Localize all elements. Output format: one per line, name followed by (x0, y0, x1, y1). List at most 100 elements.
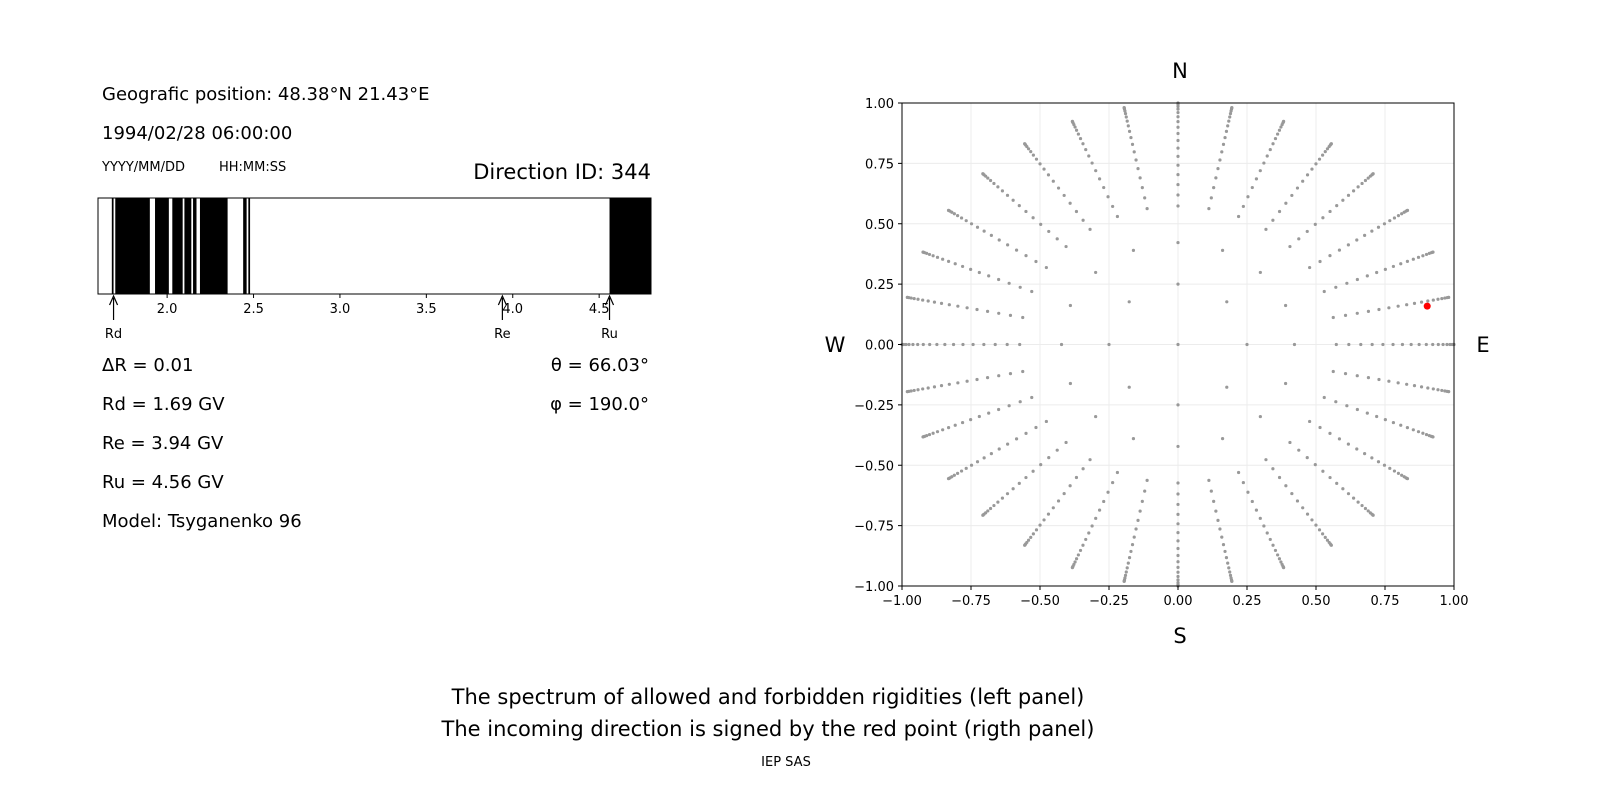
direction-point (1426, 386, 1430, 390)
direction-point (1127, 556, 1132, 560)
direction-point (1421, 254, 1425, 258)
direction-point (1126, 561, 1130, 565)
direction-point (1328, 209, 1332, 214)
direction-point (1400, 342, 1405, 347)
direction-point (1228, 112, 1233, 116)
direction-point (1355, 277, 1359, 282)
direction-point (1138, 509, 1142, 513)
direction-point (1107, 342, 1111, 347)
y-tick-label: −0.50 (854, 459, 894, 474)
direction-point (1382, 463, 1387, 467)
direction-point (921, 342, 925, 347)
direction-point (1176, 502, 1180, 507)
direction-scatter-chart: −1.00 −0.75 −0.50 −0.25 0.00 0.25 0.50 0.75 1.00… (825, 59, 1490, 648)
y-tick-label: −0.75 (854, 520, 894, 535)
x-tick-label: −1.00 (882, 594, 922, 609)
direction-point (1220, 248, 1225, 252)
direction-point (1412, 384, 1417, 388)
y-tick-label: 0.50 (865, 218, 894, 233)
direction-point (1111, 480, 1115, 485)
direction-point (1111, 204, 1115, 209)
direction-point (1051, 179, 1055, 183)
direction-point (1305, 455, 1309, 460)
direction-point (1258, 270, 1262, 275)
direction-point (1176, 120, 1180, 124)
direction-point (997, 447, 1001, 451)
compass-east: E (1476, 333, 1489, 357)
direction-point (1176, 444, 1180, 449)
direction-point (1176, 512, 1180, 516)
direction-point (1376, 225, 1381, 229)
direction-point (1140, 186, 1144, 190)
direction-point (1417, 342, 1421, 347)
direction-point (1284, 201, 1288, 205)
direction-point (956, 381, 960, 385)
direction-point (1297, 448, 1301, 452)
direction-point (1123, 573, 1128, 577)
direction-point (1214, 509, 1218, 513)
direction-point (931, 431, 935, 435)
direction-point (1225, 300, 1229, 304)
direction-point (1273, 136, 1278, 141)
direction-point (953, 423, 957, 427)
direction-point (1129, 549, 1133, 554)
model: Model: Tsyganenko 96 (102, 511, 302, 532)
spectrum-tick-label: 2.5 (243, 302, 264, 317)
direction-point (1363, 178, 1368, 183)
direction-point (975, 460, 980, 464)
direction-point (1230, 106, 1234, 110)
direction-point (1087, 154, 1091, 158)
direction-point (1288, 244, 1292, 249)
direction-point (927, 432, 932, 437)
direction-point (1138, 176, 1142, 180)
direction-point (1335, 204, 1339, 208)
direction-point (1216, 167, 1220, 171)
direction-point (1411, 257, 1415, 261)
direction-point (960, 264, 965, 269)
direction-point (1005, 492, 1010, 496)
direction-point (1365, 274, 1369, 278)
direction-point (1097, 177, 1102, 181)
direction-point (1070, 119, 1074, 123)
direction-point (1176, 154, 1180, 158)
direction-point (1411, 428, 1415, 432)
direction-point (935, 342, 939, 347)
direction-point (996, 185, 1000, 189)
direction-point (1241, 204, 1245, 209)
direction-point (1125, 119, 1129, 123)
marker-label: Re (494, 327, 510, 342)
direction-point (1321, 532, 1325, 536)
direction-point (1305, 512, 1310, 516)
direction-point (1396, 471, 1400, 475)
direction-point (935, 430, 940, 434)
direction-point (960, 420, 965, 425)
direction-point (1145, 207, 1149, 211)
x-tick-label: −0.75 (951, 594, 991, 609)
direction-point (1076, 132, 1080, 136)
direction-point (1346, 492, 1351, 496)
direction-point (1097, 508, 1102, 512)
direction-point (1282, 119, 1286, 123)
direction-point (1391, 342, 1395, 347)
direction-point (1014, 437, 1019, 441)
direction-point (1207, 478, 1211, 482)
direction-point (926, 299, 930, 303)
direction-point (986, 176, 990, 180)
direction-point (1134, 527, 1138, 531)
direction-point (1370, 229, 1374, 233)
direction-point (1220, 535, 1224, 539)
direction-point (1346, 193, 1351, 197)
direction-point (1313, 463, 1317, 467)
direction-point (1131, 248, 1136, 252)
direction-point (1042, 518, 1046, 522)
direction-point (1271, 218, 1275, 222)
direction-point (1134, 158, 1138, 162)
direction-point (1074, 475, 1079, 480)
direction-point (1392, 216, 1397, 220)
direction-point (964, 466, 968, 470)
direction-point (1038, 162, 1042, 166)
direction-point (1328, 254, 1332, 258)
direction-point (1008, 372, 1013, 376)
direction-point (1276, 132, 1280, 136)
direction-point (1125, 566, 1129, 570)
